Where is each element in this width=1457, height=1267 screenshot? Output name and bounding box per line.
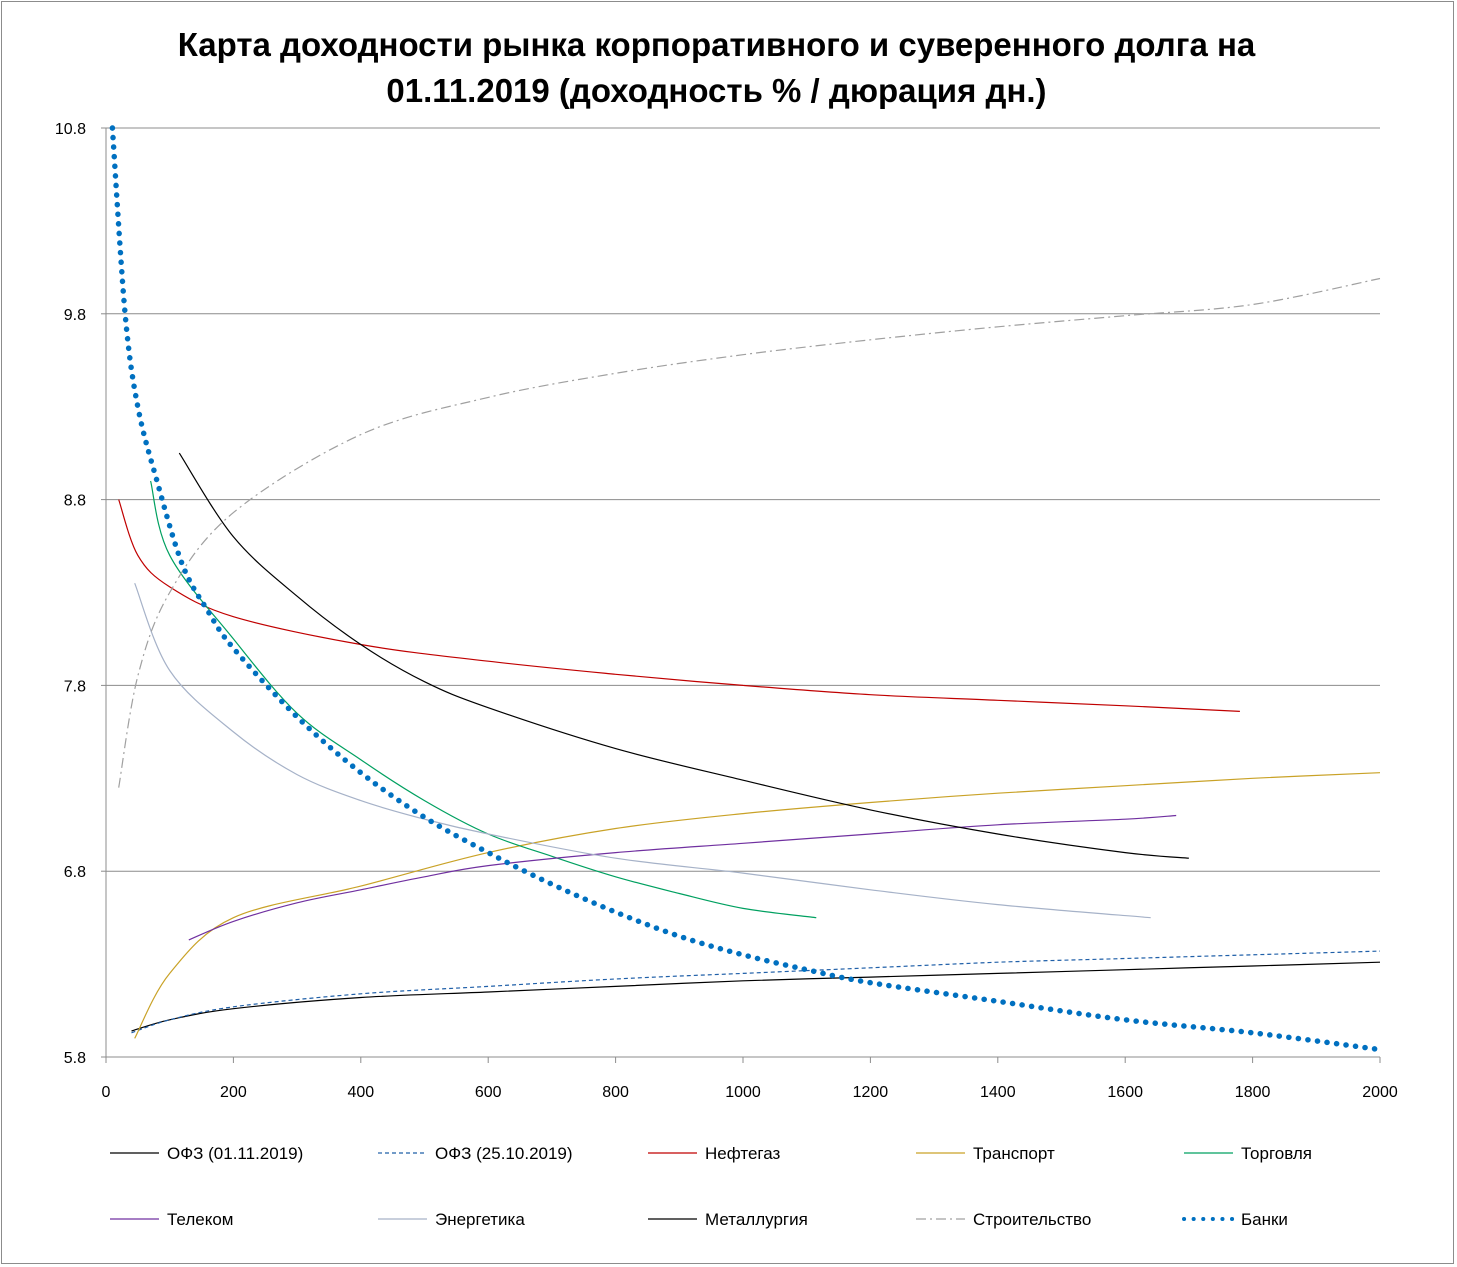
gridlines (106, 127, 1380, 1058)
x-tick-label: 2000 (1362, 1084, 1398, 1101)
y-tick-label: 10.8 (55, 121, 86, 138)
y-tick-label: 6.8 (64, 864, 86, 881)
x-tick-label: 600 (475, 1084, 502, 1101)
series-line-4 (134, 772, 1381, 1039)
legend-label: Транспорт (973, 1144, 1055, 1163)
series-lines (109, 125, 1383, 1053)
series-line-2 (131, 950, 1381, 1034)
x-tick-label: 1000 (725, 1084, 761, 1101)
series-line-7 (134, 582, 1151, 919)
x-tick-label: 800 (602, 1084, 629, 1101)
chart-title: Карта доходности рынка корпоративного и … (0, 22, 1433, 114)
series-line-6 (188, 814, 1177, 941)
x-tick-label: 1400 (980, 1084, 1016, 1101)
chart-title-line-2: 01.11.2019 (доходность % / дюрация дн.) (386, 72, 1047, 109)
x-tick-label: 1800 (1235, 1084, 1271, 1101)
legend-label: Торговля (1241, 1144, 1312, 1163)
y-tick-label: 5.8 (64, 1050, 86, 1067)
series-line-9 (118, 277, 1381, 788)
series-line-1 (131, 961, 1381, 1032)
x-tick-label: 0 (102, 1084, 111, 1101)
x-tick-label: 1200 (853, 1084, 889, 1101)
legend-label: ОФЗ (25.10.2019) (435, 1144, 573, 1163)
legend-label: Энергетика (435, 1210, 525, 1229)
x-tick-label: 400 (347, 1084, 374, 1101)
legend-label: Телеком (167, 1210, 233, 1229)
axes: 5.8 6.8 7.8 8.8 9.8 10.8 0 200 400 600 800 1000 1200… (55, 121, 1398, 1101)
legend-label: Металлургия (705, 1210, 808, 1229)
x-tick-label: 200 (220, 1084, 247, 1101)
x-tick-label: 1600 (1107, 1084, 1143, 1101)
legend-label: Банки (1241, 1210, 1288, 1229)
series-line-10 (109, 125, 1383, 1053)
legend-label: ОФЗ (01.11.2019) (167, 1144, 303, 1163)
legend: ОФЗ (01.11.2019) ОФЗ (25.10.2019) Нефтегаз… (110, 1144, 1312, 1229)
series-line-8 (178, 452, 1189, 859)
y-tick-label: 9.8 (64, 307, 86, 324)
y-tick-label: 7.8 (64, 678, 86, 695)
legend-label: Нефтегаз (705, 1144, 780, 1163)
series-line-5 (150, 480, 817, 919)
chart-title-line-1: Карта доходности рынка корпоративного и … (177, 26, 1256, 63)
y-tick-label: 8.8 (64, 493, 86, 510)
legend-label: Строительство (973, 1210, 1091, 1229)
series-line-3 (118, 499, 1240, 712)
